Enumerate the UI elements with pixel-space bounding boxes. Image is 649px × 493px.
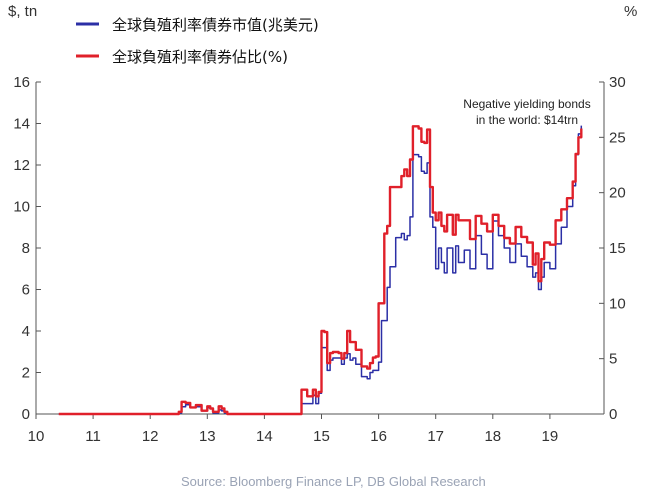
series-line-market-value xyxy=(58,125,583,415)
right-axis-tick-label: 10 xyxy=(609,295,626,312)
x-axis-tick-label: 16 xyxy=(370,428,387,445)
series-layer xyxy=(58,125,583,416)
series-line-share xyxy=(58,125,583,416)
right-axis-tick-label: 30 xyxy=(609,74,626,91)
left-axis-tick-label: 2 xyxy=(22,365,30,382)
left-axis-tick-label: 4 xyxy=(22,323,30,340)
left-axis-tick-label: 14 xyxy=(13,116,30,133)
annotation: Negative yielding bonds in the world: $1… xyxy=(463,97,590,127)
right-axis-tick-label: 15 xyxy=(609,240,626,257)
left-axis-tick-label: 8 xyxy=(22,240,30,257)
right-axis-tick-label: 5 xyxy=(609,351,617,368)
left-axis-tick-label: 10 xyxy=(13,199,30,216)
right-axis-tick-label: 25 xyxy=(609,129,626,146)
left-axis-tick-label: 16 xyxy=(13,74,30,91)
x-axis-tick-label: 14 xyxy=(256,428,273,445)
x-axis-tick-label: 10 xyxy=(28,428,45,445)
right-axis-unit-label: % xyxy=(624,3,637,20)
right-axis-tick-label: 0 xyxy=(609,406,617,423)
source-note: Source: Bloomberg Finance LP, DB Global … xyxy=(181,474,486,489)
left-axis-tick-label: 6 xyxy=(22,282,30,299)
x-axis-tick-label: 11 xyxy=(85,428,101,445)
x-axis-tick-label: 19 xyxy=(542,428,559,445)
left-axis-unit-label: $, tn xyxy=(8,3,37,20)
annotation-line-1: Negative yielding bonds xyxy=(463,97,590,111)
right-axis-tick-label: 20 xyxy=(609,185,626,202)
legend-label-share: 全球負殖利率債券佔比(%) xyxy=(112,48,288,66)
legend: 全球負殖利率債券市值(兆美元) 全球負殖利率債券佔比(%) xyxy=(76,16,319,66)
axes: 0 2 4 6 8 10 12 14 16 0 5 10 15 20 25 30 10 11 12 13 14 15 16 1… xyxy=(13,74,625,445)
x-axis-tick-label: 12 xyxy=(142,428,159,445)
left-axis-tick-label: 0 xyxy=(22,406,30,423)
x-axis-tick-label: 15 xyxy=(313,428,330,445)
x-axis-tick-label: 13 xyxy=(199,428,216,445)
legend-label-market-value: 全球負殖利率債券市值(兆美元) xyxy=(112,16,319,34)
left-axis-tick-label: 12 xyxy=(13,157,30,174)
x-axis-tick-label: 18 xyxy=(484,428,501,445)
x-axis-tick-label: 17 xyxy=(427,428,444,445)
annotation-line-2: in the world: $14trn xyxy=(476,113,578,127)
